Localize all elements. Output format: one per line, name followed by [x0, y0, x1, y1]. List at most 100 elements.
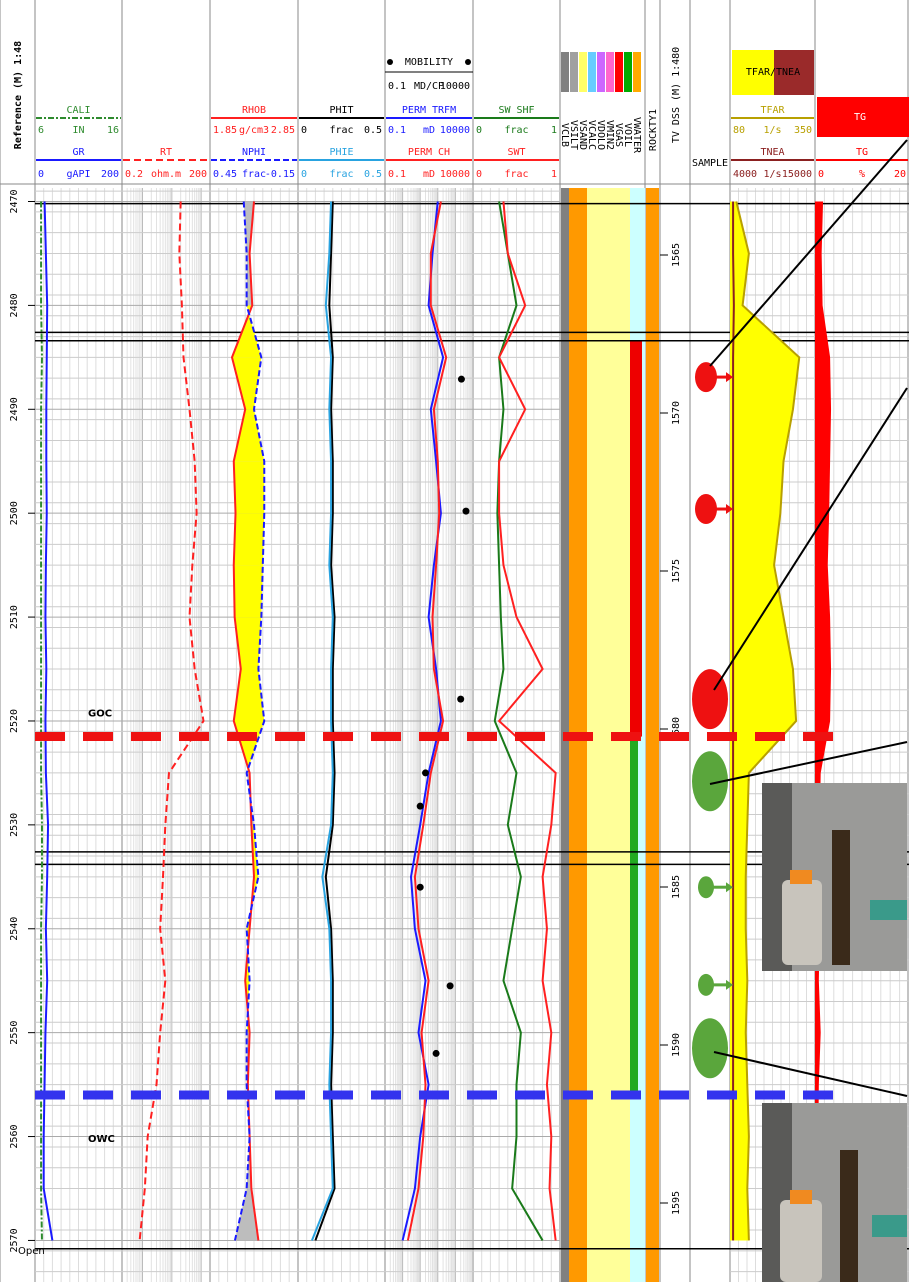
curve-name: GR [72, 147, 85, 158]
scale-max: 350 [794, 125, 812, 136]
reference-title: Reference (M) 1:48 [13, 41, 24, 149]
scale-unit: frac [242, 169, 266, 180]
scale-min: 0 [301, 125, 307, 136]
mobility-point [433, 1050, 440, 1057]
mobility-point [417, 884, 424, 891]
scale-max: 10000 [440, 81, 470, 92]
bottle [780, 1200, 822, 1282]
mobility-point [417, 803, 424, 810]
volume-swatch [570, 52, 578, 92]
scale-unit: g/cm3 [239, 125, 269, 136]
volume-swatch [579, 52, 587, 92]
mobility-point [462, 508, 469, 515]
depth-label: 2540 [9, 917, 20, 941]
cylinder [832, 830, 850, 965]
scale-unit: frac [329, 169, 353, 180]
scale-min: 0.1 [388, 81, 406, 92]
scale-unit: % [859, 169, 865, 180]
scale-max: 0.5 [364, 125, 382, 136]
mobility-point [457, 696, 464, 703]
cap [790, 870, 812, 884]
rock-column [646, 188, 659, 1282]
scale-max: 2.85 [271, 125, 295, 136]
crossover-fill [234, 513, 265, 565]
contact-label: OWC [88, 1134, 115, 1145]
depth-label: 2530 [9, 813, 20, 837]
sample-marker [698, 974, 714, 996]
scale-min: 80 [733, 125, 745, 136]
scale-unit: frac [329, 125, 353, 136]
scale-min: 0.1 [388, 125, 406, 136]
curve-name: CALI [66, 105, 90, 116]
scale-max: 20 [894, 169, 906, 180]
scale-max: 0.5 [364, 169, 382, 180]
scale-max: 16 [107, 125, 119, 136]
volume-swatch [597, 52, 605, 92]
curve-name: PHIT [329, 105, 353, 116]
sample-title: SAMPLE [692, 158, 728, 169]
scale-max: 1 [551, 169, 557, 180]
well-log: Reference (M) 1:48 TV DSS (M) 1:480 SAMPLE… [0, 0, 909, 1282]
tvd-title: TV DSS (M) 1:480 [671, 47, 682, 143]
curve-name: SWT [507, 147, 525, 158]
scale-max: -0.15 [265, 169, 295, 180]
mobility-key [387, 59, 393, 65]
footer: Open [18, 1246, 45, 1257]
curve-name: PERM TRFM [402, 105, 456, 116]
volume-label: VWATER [631, 117, 642, 154]
volume-swatch [624, 52, 632, 92]
volume-swatch [588, 52, 596, 92]
depth-label: 2550 [9, 1021, 20, 1045]
scale-min: 0 [818, 169, 824, 180]
scale-unit: mD [423, 125, 435, 136]
scale-min: 0.1 [388, 169, 406, 180]
tvd-label: 1585 [671, 875, 682, 899]
scale-max: 10000 [440, 169, 470, 180]
volume-swatch [615, 52, 623, 92]
curve-name: TNEA [760, 147, 784, 158]
depth-label: 2510 [9, 605, 20, 629]
scale-min: 0 [476, 125, 482, 136]
cylinder [840, 1150, 858, 1282]
curve-name: RT [160, 147, 172, 158]
curve-name: TG [856, 147, 868, 158]
legend-label: TG [854, 112, 866, 123]
curve [733, 202, 734, 1241]
tvd-label: 1575 [671, 559, 682, 583]
sample-marker [698, 876, 714, 898]
volume-swatch [633, 52, 641, 92]
scale-min: 0 [476, 169, 482, 180]
volume-swatch [606, 52, 614, 92]
scale-min: 0.45 [213, 169, 237, 180]
depth-label: 2480 [9, 293, 20, 317]
depth-label: 2520 [9, 709, 20, 733]
scale-unit: IN [72, 125, 84, 136]
legend-label: TFAR/TNEA [746, 67, 800, 78]
scale-max: 15000 [782, 169, 812, 180]
scale-min: 6 [38, 125, 44, 136]
scale-max: 1 [551, 125, 557, 136]
depth-label: 2490 [9, 397, 20, 421]
scale-unit: 1/s [763, 169, 781, 180]
tray [872, 1215, 907, 1237]
curve-name: TFAR [760, 105, 785, 116]
scale-max: 10000 [440, 125, 470, 136]
tvd-label: 1570 [671, 401, 682, 425]
bottle [782, 880, 822, 965]
scale-unit: ohm.m [151, 169, 181, 180]
scale-unit: frac [504, 125, 528, 136]
tvd-label: 1595 [671, 1191, 682, 1215]
sample-marker [692, 1018, 728, 1078]
volume-swatch [561, 52, 569, 92]
depth-label: 2560 [9, 1125, 20, 1149]
curve-name: SW SHF [498, 105, 534, 116]
cap [790, 1190, 812, 1204]
scale-unit: frac [504, 169, 528, 180]
mobility-name: MOBILITY [405, 57, 453, 68]
mobility-point [422, 769, 429, 776]
scale-min: 0 [38, 169, 44, 180]
mobility-point [458, 376, 465, 383]
scale-unit: 1/s [763, 125, 781, 136]
scale-min: 0.2 [125, 169, 143, 180]
depth-label: 2470 [9, 189, 20, 213]
